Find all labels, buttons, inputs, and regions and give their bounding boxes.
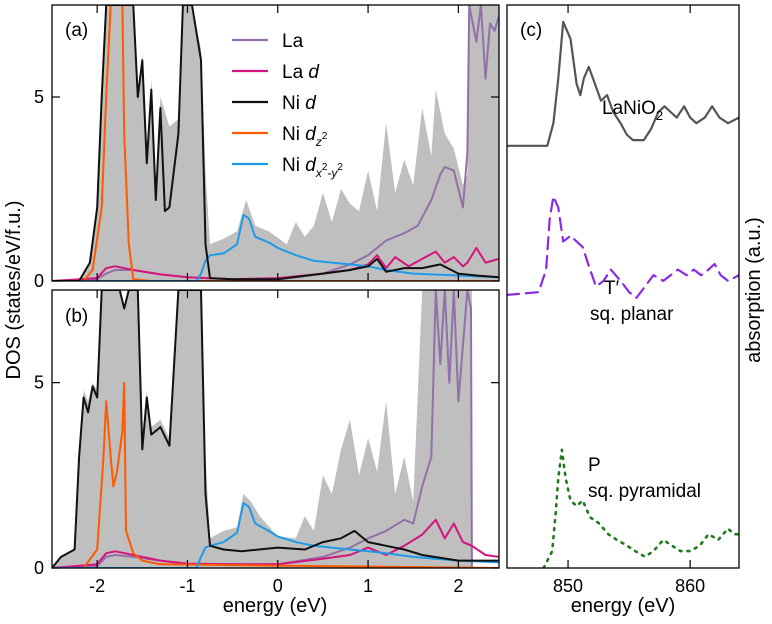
y-tick-label: 5	[34, 373, 44, 393]
legend: La La d Ni d Ni dz2 Ni dx2-y2	[232, 31, 343, 180]
panel-b-label: (b)	[65, 306, 88, 327]
absorption-ylabel: absorption (a.u.)	[743, 217, 765, 363]
y-tick-label: 0	[34, 558, 44, 578]
series-la-line	[52, 290, 499, 568]
legend-label-ni-d: Ni d	[282, 93, 317, 114]
series-tprime-spectrum	[507, 195, 739, 299]
annotation-tprime: T′	[604, 278, 620, 299]
panel-b-frame	[51, 289, 500, 569]
panel-c-frame	[506, 4, 740, 569]
series-ni-dz2-line	[52, 381, 499, 568]
x-tick-label: 850	[553, 576, 583, 596]
legend-label-la: La	[282, 31, 304, 52]
annotation-sq-planar: sq. planar	[590, 304, 674, 325]
legend-label-ni-dz2: Ni dz2	[282, 124, 328, 149]
legend-label-la-d: La d	[282, 62, 320, 83]
panel-c-plot	[507, 20, 739, 568]
x-tick-label: 860	[675, 576, 705, 596]
panel-b-xlabel: energy (eV)	[223, 595, 328, 617]
panel-c-xlabel: energy (eV)	[571, 595, 676, 617]
panel-a-plot	[52, 5, 499, 281]
x-tick-label: 2	[453, 576, 463, 596]
panel-b-ticks: -2 -1 0 1 2 0 5	[34, 290, 499, 596]
panel-c-annotations: LaNiO2 T′ sq. planar Psq. pyramidal	[588, 98, 701, 502]
dos-ylabel: DOS (states/eV/f.u.)	[3, 201, 25, 380]
panel-c-ticks: 850 860	[553, 5, 705, 596]
series-ni-d-line	[52, 290, 499, 568]
annotation-sq-pyramidal: sq. pyramidal	[588, 481, 701, 502]
x-tick-label: -1	[179, 576, 195, 596]
x-tick-label: 0	[273, 576, 283, 596]
series-ni-dz2-line	[52, 5, 499, 281]
series-lanio2-spectrum	[507, 20, 739, 147]
series-ni-d-line	[52, 5, 499, 281]
panel-c: 850 860 (c) energy (eV) absorption (a.u.)…	[506, 4, 765, 617]
series-la-d-line	[52, 246, 499, 281]
series-pyramidal-spectrum	[542, 448, 739, 568]
panel-a-ticks: 05	[34, 5, 499, 291]
series-total-dos-fill	[52, 290, 472, 568]
panel-b: -2 -1 0 1 2 0 5 (b) energy (eV)	[34, 289, 500, 617]
x-tick-label: -2	[89, 576, 105, 596]
panel-a-label: (a)	[65, 20, 88, 41]
series-ni-dx2y2-line	[52, 502, 499, 568]
annotation-p: P	[588, 455, 601, 476]
legend-label-ni-dx2y2: Ni dx2-y2	[282, 155, 343, 180]
x-tick-label: 1	[363, 576, 373, 596]
panel-a-frame	[51, 4, 500, 282]
panel-b-plot	[52, 290, 499, 568]
y-tick-label: 5	[34, 87, 44, 107]
y-tick-label: 0	[34, 271, 44, 291]
annotation-lanio2: LaNiO2	[602, 98, 663, 123]
panel-c-label: (c)	[520, 20, 542, 41]
series-total-dos-fill	[52, 5, 499, 281]
